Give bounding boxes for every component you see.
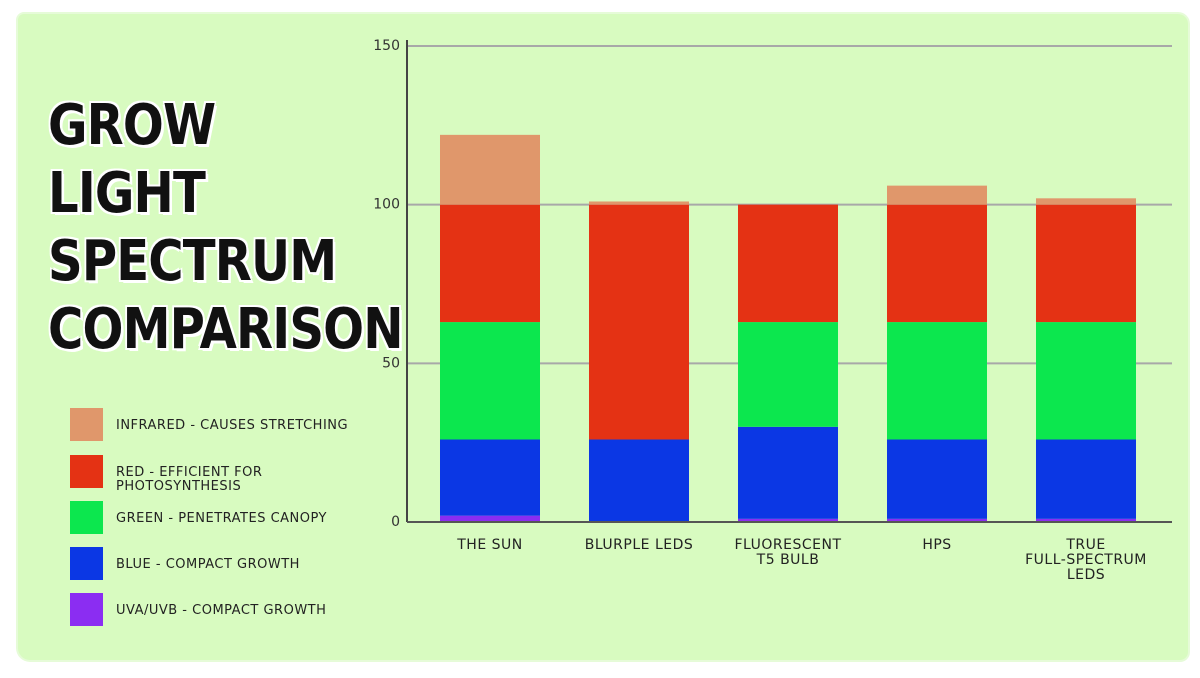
bar-segment-red-3 <box>887 204 987 323</box>
x-tick-label-4-2: LEDS <box>1067 567 1105 583</box>
legend-item-uv: UVA/UVB - COMPACT GROWTH <box>70 593 370 627</box>
axes <box>406 40 1172 523</box>
bar-segment-infrared-1 <box>589 201 689 205</box>
legend-label-green: GREEN - PENETRATES CANOPY <box>116 511 327 526</box>
bar-segment-red-1 <box>589 204 689 440</box>
bar-segment-blue-2 <box>738 426 838 519</box>
legend-item-red: RED - EFFICIENT FOR PHOTOSYNTHESIS <box>70 455 370 494</box>
y-tick-label-0: 0 <box>391 514 400 530</box>
legend-item-green: GREEN - PENETRATES CANOPY <box>70 501 370 535</box>
x-tick-label-2-0: FLUORESCENT <box>734 537 841 553</box>
legend-label-uv: UVA/UVB - COMPACT GROWTH <box>116 603 327 618</box>
bar-segment-infrared-0 <box>440 134 540 205</box>
bar-segment-red-0 <box>440 204 540 323</box>
bar-segment-blue-4 <box>1036 439 1136 519</box>
legend-item-blue: BLUE - COMPACT GROWTH <box>70 547 370 581</box>
legend-swatch-infrared <box>70 408 103 441</box>
x-tick-label-2-1: T5 BULB <box>756 552 820 568</box>
legend-swatch-red <box>70 455 103 488</box>
y-tick-label-50: 50 <box>382 355 400 371</box>
legend-swatch-green <box>70 501 103 534</box>
bar-segment-uv-0 <box>440 515 540 522</box>
bar-segment-blue-0 <box>440 439 540 516</box>
bar-segment-infrared-3 <box>887 185 987 205</box>
chart-title: GROW LIGHT SPECTRUM COMPARISON <box>48 93 404 362</box>
bar-segment-blue-3 <box>887 439 987 519</box>
x-tick-label-0-0: THE SUN <box>456 537 522 553</box>
bars <box>440 134 1136 522</box>
legend-label-blue: BLUE - COMPACT GROWTH <box>116 557 300 572</box>
legend-swatch-blue <box>70 547 103 580</box>
bar-segment-blue-1 <box>589 439 689 522</box>
legend-label-red: RED - EFFICIENT FOR PHOTOSYNTHESIS <box>116 465 263 494</box>
bar-segment-uv-4 <box>1036 518 1136 522</box>
x-tick-label-1-0: BLURPLE LEDS <box>585 537 694 553</box>
legend-label-infrared: INFRARED - CAUSES STRETCHING <box>116 418 349 433</box>
legend-item-infrared: INFRARED - CAUSES STRETCHING <box>70 408 370 442</box>
bar-segment-uv-2 <box>738 518 838 522</box>
bar-segment-green-4 <box>1036 322 1136 440</box>
x-tick-label-4-1: FULL-SPECTRUM <box>1025 552 1147 568</box>
bar-segment-green-3 <box>887 322 987 440</box>
x-tick-label-3-0: HPS <box>922 537 951 553</box>
bar-segment-green-0 <box>440 322 540 440</box>
bar-segment-green-2 <box>738 322 838 427</box>
bar-segment-infrared-4 <box>1036 198 1136 205</box>
bar-segment-red-2 <box>738 204 838 323</box>
legend-swatch-uv <box>70 593 103 626</box>
bar-segment-red-4 <box>1036 204 1136 323</box>
bar-segment-uv-3 <box>887 518 987 522</box>
y-tick-label-100: 100 <box>373 197 400 213</box>
x-tick-label-4-0: TRUE <box>1065 537 1105 553</box>
y-tick-label-150: 150 <box>373 38 400 54</box>
